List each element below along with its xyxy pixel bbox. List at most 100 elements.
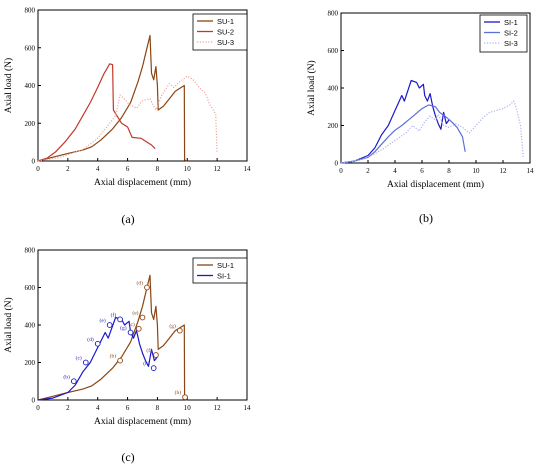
y-tick-label: 800	[25, 247, 36, 255]
chart-panel-2: 0 2 4 6 8 10 12 14 0 200 400 600 800 Axial displaceme…	[306, 10, 534, 226]
y-tick-label: 0	[32, 397, 36, 405]
y-axis-title: Axial load (N)	[3, 297, 14, 352]
annotation-label: (d)	[87, 336, 94, 343]
annotation-label: (h)	[143, 360, 150, 367]
legend-label: SI-1	[217, 272, 231, 281]
x-tick-label: 14	[244, 404, 252, 412]
annotation-marker	[82, 359, 89, 366]
legend: SU-1 SU-2SU-3	[192, 13, 248, 51]
annotation-label: (b)	[110, 353, 117, 360]
annotation-marker	[70, 378, 77, 385]
annotation-label: (d)	[137, 280, 144, 287]
x-tick-label: 6	[126, 404, 130, 412]
legend-label: SI-3	[504, 39, 518, 48]
annotation-marker	[176, 327, 183, 334]
series-line-si-3	[340, 100, 524, 164]
legend-label: SU-1	[217, 17, 234, 26]
annotation-label: (e)	[132, 310, 138, 317]
annotation-marker	[144, 284, 150, 291]
y-tick-label: 800	[25, 7, 36, 15]
x-tick-label: 6	[126, 165, 130, 173]
x-axis-title: Axial displacement (mm)	[94, 177, 191, 188]
panel-caption: (b)	[419, 211, 433, 225]
annotation-marker	[117, 357, 123, 364]
annotation-label: (f)	[111, 311, 117, 318]
legend-box	[192, 257, 248, 284]
y-axis-title: Axial load (N)	[306, 60, 317, 115]
annotation-marker	[135, 325, 142, 332]
y-tick-label: 600	[25, 284, 36, 292]
panel-caption: (a)	[121, 212, 134, 226]
series-line-si-2	[340, 104, 466, 164]
annotation-marker	[127, 329, 134, 336]
annotation-marker	[117, 316, 123, 323]
legend-box	[479, 14, 528, 53]
x-tick-label: 12	[214, 404, 222, 412]
series-line-su-1	[37, 34, 188, 162]
chart-panel-3: 0 2 4 6 8 10 12 14 0 200 400 600 800 Axial displaceme…	[3, 247, 251, 465]
annotation-label: (g)	[169, 323, 176, 330]
x-tick-label: 0	[36, 165, 40, 173]
x-axis-title: Axial displacement (mm)	[94, 416, 191, 427]
legend-label: SU-1	[217, 261, 234, 270]
y-tick-label: 600	[328, 47, 339, 55]
legend-label: SU-2	[217, 28, 234, 37]
x-tick-label: 14	[244, 165, 252, 173]
y-axis-title: Axial load (N)	[3, 58, 14, 113]
x-tick-label: 12	[500, 167, 508, 175]
legend-label: SI-1	[504, 18, 518, 27]
annotation-marker	[139, 314, 146, 321]
y-tick-label: 200	[25, 120, 36, 128]
x-tick-label: 2	[66, 165, 70, 173]
y-tick-label: 400	[328, 85, 339, 93]
y-tick-label: 400	[25, 322, 36, 330]
series-line-si-1	[37, 316, 158, 401]
panel-caption: (c)	[121, 450, 134, 464]
series-line-si-1	[340, 79, 450, 164]
x-tick-label: 8	[156, 404, 160, 412]
x-tick-label: 8	[447, 167, 451, 175]
x-tick-label: 4	[96, 404, 100, 412]
x-axis-title: Axial displacement (mm)	[387, 179, 484, 190]
annotation-marker	[94, 340, 101, 347]
annotation-label: (c)	[76, 355, 82, 362]
series-line-su-3	[37, 75, 218, 162]
x-tick-label: 4	[96, 165, 100, 173]
annotation-label: (b)	[63, 373, 70, 380]
series-line-su-1	[37, 274, 188, 401]
legend-label: SU-3	[217, 38, 234, 47]
legend-label: SI-2	[504, 29, 518, 38]
y-tick-label: 200	[328, 122, 339, 130]
x-tick-label: 8	[156, 165, 160, 173]
y-tick-label: 400	[25, 82, 36, 90]
legend: SI-1 SI-2SI-3	[479, 14, 528, 53]
y-tick-label: 200	[25, 359, 36, 367]
series-line-su-2	[37, 63, 156, 162]
y-tick-label: 0	[335, 160, 339, 168]
x-tick-label: 14	[527, 167, 535, 175]
annotation-label: (g)	[120, 325, 127, 332]
annotation-marker	[182, 394, 188, 401]
annotation-label: (c)	[129, 321, 135, 328]
legend: SU-1 SI-1	[192, 257, 248, 284]
annotation-label: (e)	[100, 317, 106, 324]
x-tick-label: 2	[366, 167, 370, 175]
y-tick-label: 600	[25, 44, 36, 52]
x-tick-label: 10	[184, 165, 192, 173]
annotation-label: (f)	[146, 347, 152, 354]
y-tick-label: 800	[328, 10, 339, 18]
x-tick-label: 10	[473, 167, 481, 175]
chart-panel-1: 0 2 4 6 8 10 12 14 0 200 400 600 800 Axial displaceme…	[3, 7, 251, 227]
x-tick-label: 0	[36, 404, 40, 412]
x-tick-label: 2	[66, 404, 70, 412]
x-tick-label: 12	[214, 165, 222, 173]
x-tick-label: 0	[339, 167, 343, 175]
x-tick-label: 6	[420, 167, 424, 175]
annotation-marker	[150, 365, 157, 371]
annotation-marker	[106, 322, 113, 328]
annotation-marker	[153, 352, 159, 358]
x-tick-label: 4	[393, 167, 397, 175]
x-tick-label: 10	[184, 404, 192, 412]
annotation-label: (h)	[175, 389, 182, 396]
